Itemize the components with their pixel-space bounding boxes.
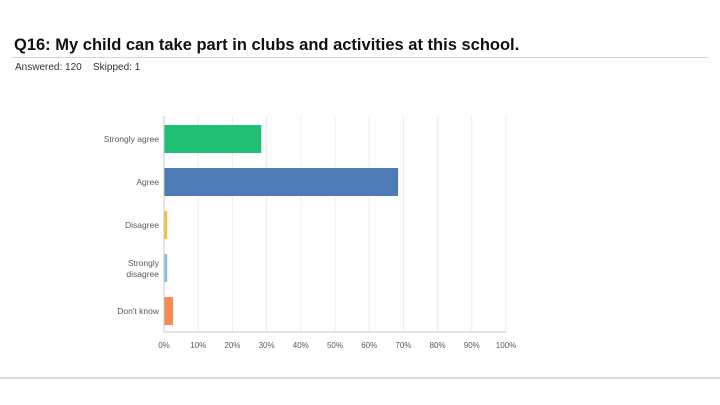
tick-labels: 0% 10% 20% 30% 40% 50% 60% 70% 80% 90% 100% <box>158 341 516 350</box>
bar <box>164 168 399 196</box>
footer-divider <box>0 377 720 379</box>
category-labels: Strongly agree Agree Disagree Strongly disag… <box>104 134 160 316</box>
category-label: Strongly disagree <box>126 258 159 279</box>
x-tick-label: 20% <box>224 341 240 350</box>
bar <box>164 254 168 282</box>
bar <box>164 125 262 153</box>
category-label: Strongly agree <box>104 134 160 144</box>
bars <box>164 125 399 325</box>
category-label: Disagree <box>125 220 159 230</box>
x-tick-label: 90% <box>464 341 480 350</box>
x-tick-label: 30% <box>259 341 275 350</box>
x-tick-label: 10% <box>190 341 206 350</box>
grid-lines <box>197 116 507 332</box>
bar <box>164 297 174 325</box>
x-tick-label: 80% <box>430 341 446 350</box>
x-tick-label: 60% <box>361 341 377 350</box>
bar <box>164 211 168 239</box>
answered-count: Answered: 120 <box>15 62 82 73</box>
x-tick-label: 0% <box>158 341 170 350</box>
category-label: Don't know <box>117 306 160 316</box>
x-tick-label: 100% <box>496 341 516 350</box>
question-title: Q16: My child can take part in clubs and… <box>14 36 520 54</box>
category-label: Agree <box>136 177 159 187</box>
skipped-count: Skipped: 1 <box>93 62 141 73</box>
x-tick-label: 50% <box>327 341 343 350</box>
x-tick-label: 40% <box>293 341 309 350</box>
title-divider <box>12 57 708 58</box>
axes <box>163 116 506 333</box>
x-tick-label: 70% <box>395 341 411 350</box>
